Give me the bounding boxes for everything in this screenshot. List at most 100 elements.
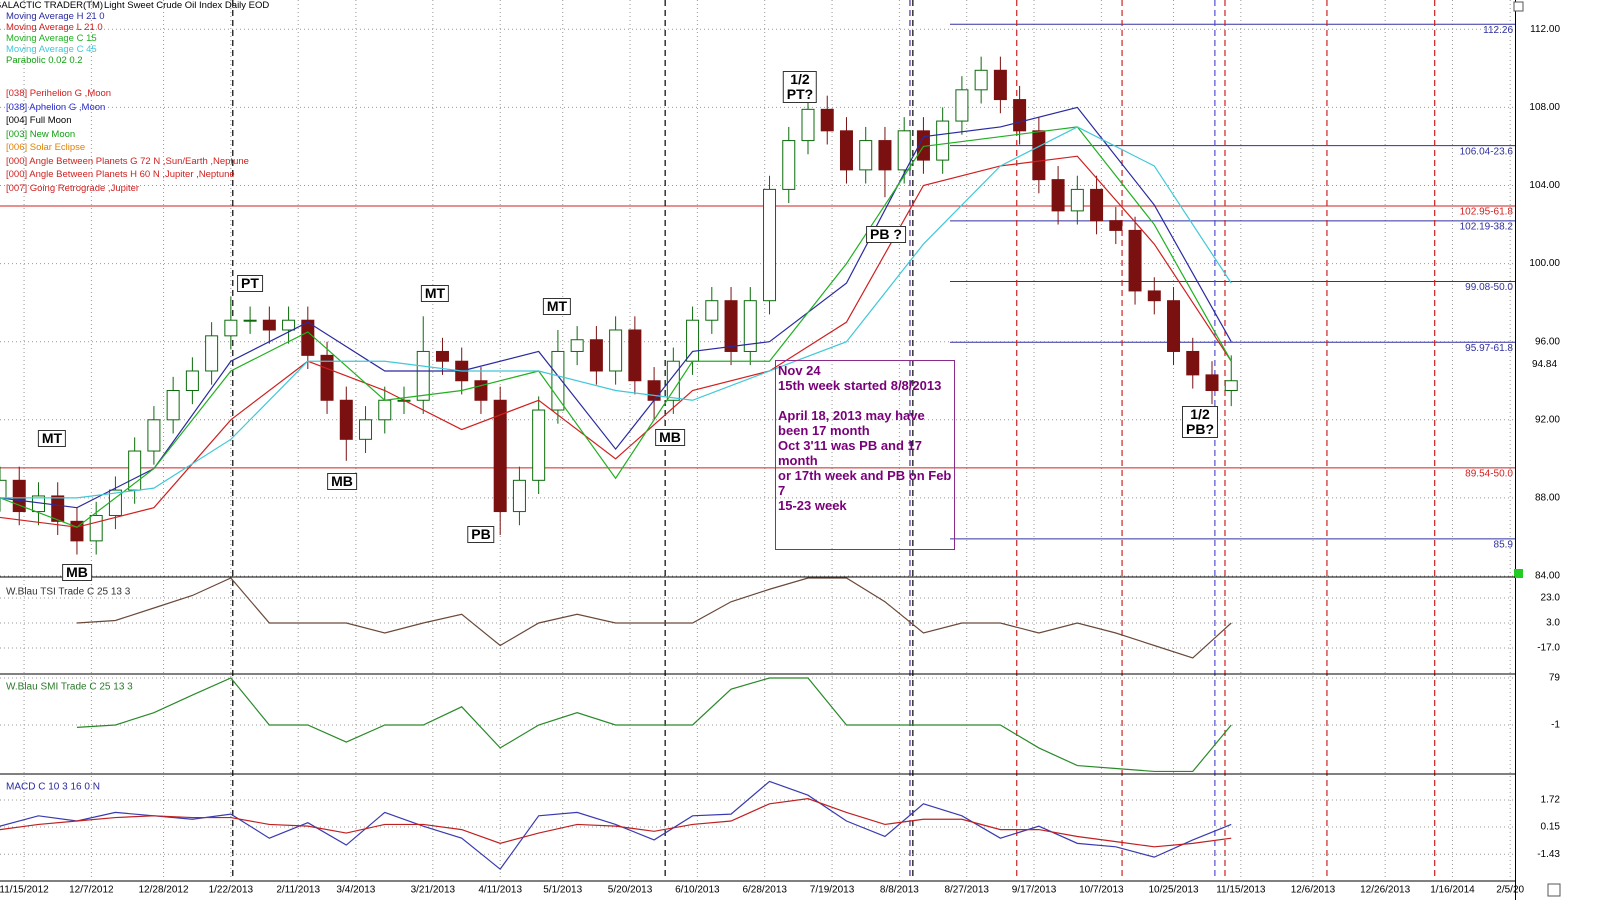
level-label: 89.54-50.0 (1465, 468, 1513, 479)
candle-body (205, 335, 219, 372)
y-tick-label: 0.15 (1541, 822, 1561, 833)
annotation-line: MB (66, 564, 88, 580)
x-tick-label: 12/26/2013 (1360, 885, 1410, 896)
annotation-line: PT? (786, 86, 814, 102)
candle-body (1205, 374, 1219, 392)
x-tick-label: 2/11/2013 (276, 885, 320, 896)
candle-body (955, 89, 969, 122)
legend-entry: Moving Average C 15 (6, 33, 97, 44)
note-box: Nov 24 15th week started 8/8/2013 April 18… (775, 360, 955, 550)
x-tick-label: 10/7/2013 (1079, 885, 1124, 896)
app-name: GALACTIC TRADER(TM) (0, 0, 104, 11)
y-tick-label: 108.00 (1529, 102, 1560, 113)
y-tick-label: 100.00 (1529, 258, 1560, 269)
x-tick-label: 3/21/2013 (411, 885, 456, 896)
candle-body (493, 399, 507, 513)
x-tick-label: 12/7/2012 (69, 885, 114, 896)
candle-body (1070, 188, 1084, 212)
candle-body (435, 350, 449, 362)
note-line: Nov 24 (778, 363, 821, 378)
candle-body (1013, 99, 1027, 132)
note-line: Oct 3'11 was PB and 17 month (778, 438, 922, 468)
annotation: MT (542, 298, 572, 315)
event-entry: [000] Angle Between Planets G 72 N ,Sun/… (6, 155, 249, 167)
panel-button[interactable] (1513, 1, 1524, 12)
annotation-line: PB (471, 526, 491, 542)
legend-gap (0, 66, 269, 88)
annotation-line: PB ? (870, 226, 902, 242)
x-tick-label: 8/8/2013 (880, 885, 919, 896)
level-label: 85.9 (1494, 540, 1514, 551)
candle-body (224, 319, 238, 337)
annotation-line: MB (659, 429, 681, 445)
candle-body (589, 339, 603, 372)
right-axis (1515, 0, 1516, 900)
candle-body (339, 399, 353, 440)
y-tick-label: 96.00 (1535, 336, 1560, 347)
note-line: 15th week started 8/8/2013 (778, 378, 942, 393)
annotation: MB (655, 429, 685, 446)
annotation: PB ? (866, 226, 906, 243)
x-tick-label: 7/19/2013 (810, 885, 855, 896)
annotation: MT (420, 285, 450, 302)
candle-body (262, 319, 276, 331)
x-tick-label: 4/11/2013 (478, 885, 522, 896)
legend-entry: Parabolic 0.02 0.2 (6, 55, 83, 66)
note-line: April 18, 2013 may have been 17 month (778, 408, 925, 438)
candle-body (570, 339, 584, 352)
event-entry: [003] New Moon (6, 128, 76, 140)
moving-average (0, 155, 1232, 528)
last-price-label: 94.84 (1532, 359, 1557, 370)
y-tick-label: 104.00 (1529, 180, 1560, 191)
candle-body (859, 140, 873, 171)
level-label: 102.95-61.8 (1460, 207, 1514, 218)
y-tick-label: 23.0 (1541, 593, 1561, 604)
candle-body (609, 329, 623, 372)
x-tick-label: 12/28/2012 (138, 885, 188, 896)
y-tick-label: 84.00 (1535, 571, 1560, 582)
annotation: 1/2 PT? (782, 71, 818, 103)
annotation-line: MT (41, 430, 63, 446)
annotation-line: 1/2 (790, 71, 810, 87)
y-tick-label: 79 (1549, 673, 1561, 684)
note-line: 15-23 week (778, 498, 847, 513)
candle-body (474, 380, 488, 401)
candle-body (1090, 188, 1104, 222)
y-tick-label: 112.00 (1530, 24, 1560, 35)
x-tick-label: 6/28/2013 (742, 885, 787, 896)
event-entry: [004] Full Moon (6, 115, 72, 126)
candle-body (974, 69, 988, 91)
legend-entry: Moving Average C 45 (6, 44, 97, 55)
level-label: 106.04-23.6 (1460, 146, 1514, 157)
panel-title: MACD C 10 3 16 0 N (6, 782, 100, 793)
legend-entry: Moving Average H 21 0 (6, 11, 105, 22)
annotation: MT (37, 430, 67, 447)
candle-body (782, 140, 796, 190)
annotation-line: PT (241, 275, 259, 291)
x-tick-label: 12/6/2013 (1291, 885, 1336, 896)
candle-body (686, 319, 700, 362)
candle-body (878, 140, 892, 171)
note-line: or 17th week and PB on Feb 7 (778, 468, 952, 498)
annotation-line: MT (546, 298, 568, 314)
candle-body (1167, 300, 1181, 352)
candle-body (1051, 179, 1065, 212)
candle-body (1224, 380, 1238, 392)
candle-body (820, 108, 834, 132)
annotation: MB (62, 564, 92, 581)
candle-body (166, 390, 180, 421)
x-tick-label: 2/5/20 (1496, 885, 1524, 896)
chart-title: Light Sweet Crude Oil Index Daily EOD (104, 0, 270, 11)
indicator-line (76, 577, 1232, 659)
y-tick-label: -1.43 (1537, 849, 1560, 860)
x-tick-label: 8/27/2013 (944, 885, 989, 896)
candle-body (801, 108, 815, 142)
candle-body (185, 370, 199, 392)
settings-icon[interactable] (1547, 883, 1561, 897)
candle-body (147, 419, 161, 452)
y-tick-label: 88.00 (1535, 493, 1560, 504)
y-tick-label: 92.00 (1535, 414, 1560, 425)
x-tick-label: 6/10/2013 (675, 885, 720, 896)
event-entry: [038] Perihelion G ,Moon (6, 88, 112, 99)
